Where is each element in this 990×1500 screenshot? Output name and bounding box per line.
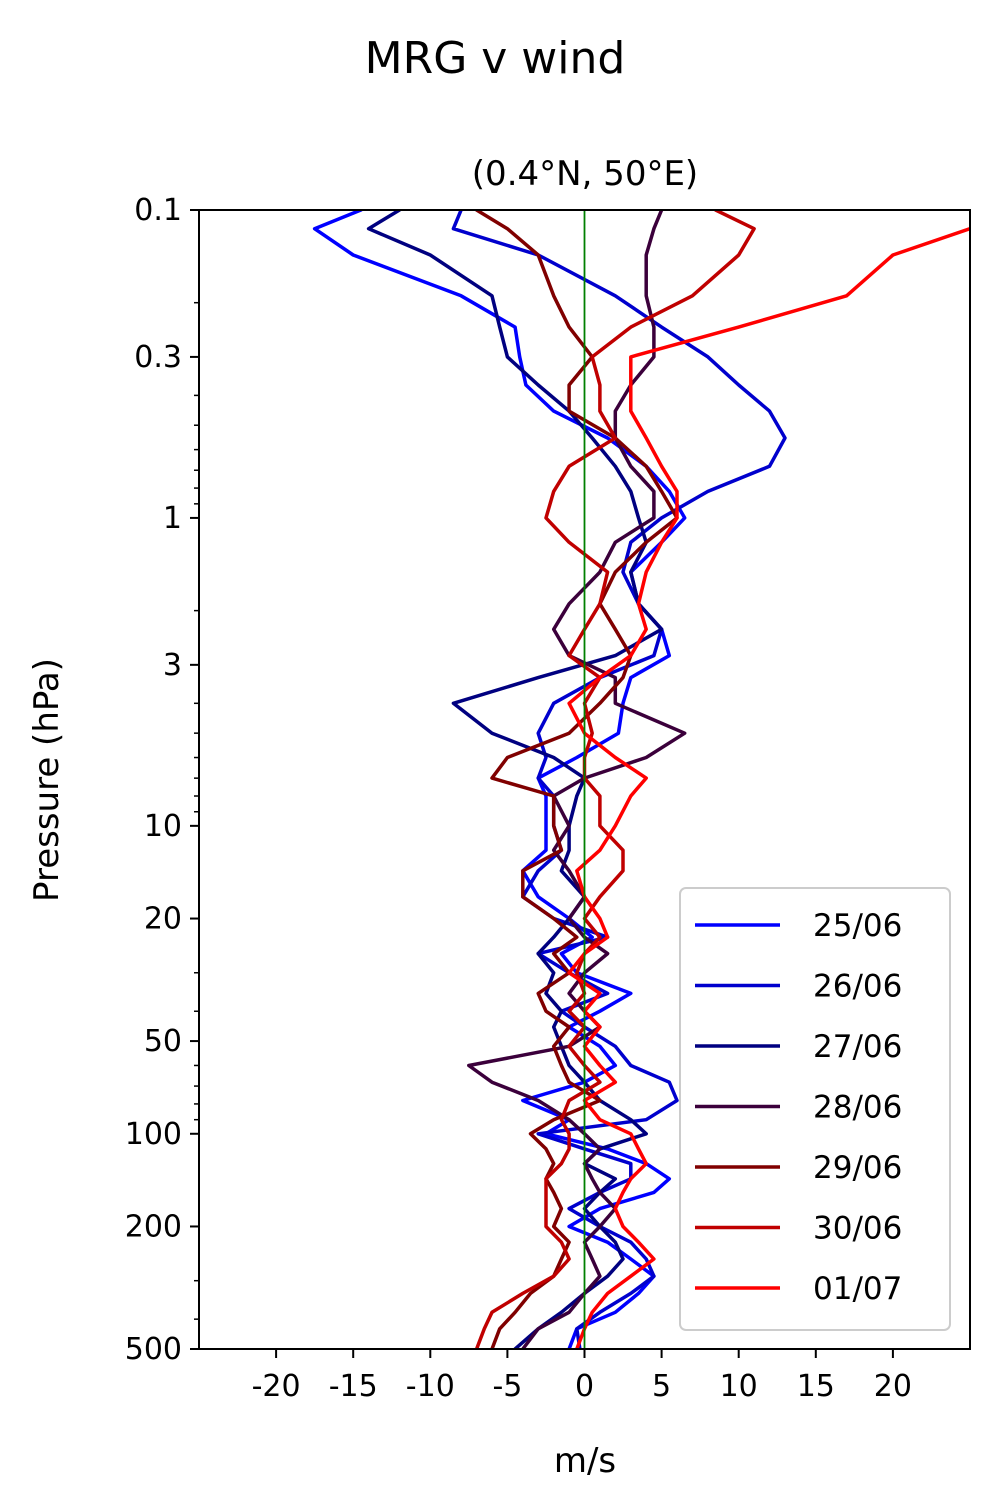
y-tick-label: 100 xyxy=(125,1117,182,1152)
y-tick-label: 1 xyxy=(163,501,182,536)
legend: 25/06 26/06 27/06 28/06 29/06 30/06 01/07 xyxy=(679,887,951,1331)
y-tick-label: 200 xyxy=(125,1209,182,1244)
x-tick-label: -20 xyxy=(252,1369,301,1404)
y-tick-label: 20 xyxy=(144,902,182,937)
x-tick-label: 5 xyxy=(652,1369,671,1404)
y-tick-label: 500 xyxy=(125,1332,182,1367)
legend-box xyxy=(679,887,951,1331)
series-line-29-06 xyxy=(474,210,679,1349)
y-tick-label: 0.1 xyxy=(134,193,182,228)
x-tick-label: 0 xyxy=(575,1369,594,1404)
y-axis: 0.1 0.3 1 3 10 20 50 100 200 500 xyxy=(125,193,199,1367)
legend-label: 01/07 xyxy=(813,1271,902,1307)
legend-label: 30/06 xyxy=(813,1211,902,1247)
legend-label: 29/06 xyxy=(813,1150,902,1186)
y-tick-label: 50 xyxy=(144,1024,182,1059)
legend-label: 28/06 xyxy=(813,1090,902,1126)
x-tick-label: -15 xyxy=(329,1369,378,1404)
legend-label: 27/06 xyxy=(813,1029,902,1065)
x-tick-label: 20 xyxy=(874,1369,912,1404)
legend-label: 25/06 xyxy=(813,908,902,944)
x-tick-label: -10 xyxy=(406,1369,455,1404)
x-tick-label: -5 xyxy=(492,1369,522,1404)
series-line-27-06 xyxy=(366,210,664,1349)
series-layer xyxy=(312,210,970,1349)
chart-subtitle: (0.4°N, 50°E) xyxy=(472,154,698,194)
y-axis-label: Pressure (hPa) xyxy=(27,658,67,902)
x-tick-label: 15 xyxy=(797,1369,835,1404)
x-axis: -20 -15 -10 -5 0 5 10 15 20 xyxy=(252,1349,912,1404)
x-axis-label: m/s xyxy=(554,1441,616,1481)
y-tick-label: 0.3 xyxy=(134,340,182,375)
x-tick-label: 10 xyxy=(720,1369,758,1404)
chart-title: MRG v wind xyxy=(365,33,626,84)
y-tick-label: 3 xyxy=(163,648,182,683)
legend-label: 26/06 xyxy=(813,969,902,1005)
y-tick-label: 10 xyxy=(144,809,182,844)
